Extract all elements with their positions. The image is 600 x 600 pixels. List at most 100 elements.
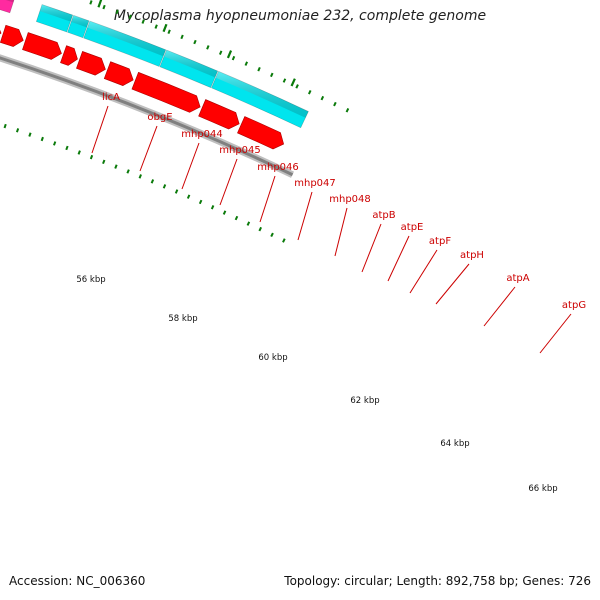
tick-mark	[162, 184, 167, 189]
kbp-label: 66 kbp	[528, 484, 557, 494]
tick-mark	[40, 136, 44, 142]
label-leader	[91, 105, 109, 154]
tick-mark	[102, 4, 106, 10]
tick-mark	[3, 123, 7, 129]
cog-bar-shine	[87, 21, 166, 57]
label-leader	[409, 249, 438, 294]
tick-mark	[282, 78, 287, 83]
gene-label-mhp048: mhp048	[329, 194, 371, 205]
tick-mark	[193, 39, 197, 45]
cds-arrow	[198, 99, 240, 130]
tick-mark	[198, 199, 203, 205]
gene-label-atpB: atpB	[372, 210, 395, 221]
tick-mark	[222, 210, 227, 215]
cog-bar	[0, 0, 15, 14]
major-tick	[162, 23, 168, 33]
tick-mark	[210, 205, 215, 210]
tick-rings	[3, 0, 350, 243]
label-leader	[181, 142, 200, 190]
gene-label-obgE: obgE	[147, 112, 172, 123]
gene-label-atpE: atpE	[401, 222, 424, 233]
accession-text: Accession: NC_006360	[9, 574, 146, 588]
cog-bar-shine	[71, 15, 89, 28]
tick-mark	[28, 132, 32, 137]
kbp-label: 62 kbp	[350, 396, 379, 406]
gene-label-atpA: atpA	[506, 273, 529, 284]
backbone-line	[0, 56, 294, 177]
label-leader	[539, 313, 572, 354]
cog-bar-shine	[39, 4, 73, 22]
tick-mark	[257, 66, 261, 72]
tick-mark	[244, 61, 249, 66]
topology-stats: Topology: circular; Length: 892,758 bp; …	[284, 574, 591, 588]
tick-mark	[320, 95, 325, 101]
cds-arrow	[0, 29, 2, 35]
cds-arrow	[237, 116, 285, 150]
label-leader	[483, 286, 516, 327]
gene-label-mhp046: mhp046	[257, 162, 299, 173]
label-leader	[219, 158, 238, 206]
gene-label-mhp045: mhp045	[219, 145, 261, 156]
tick-mark	[295, 84, 299, 89]
gene-label-atpH: atpH	[460, 250, 484, 261]
tick-mark	[89, 154, 94, 160]
map-title: Mycoplasma hyopneumoniae 232, complete g…	[113, 8, 487, 24]
cog-bar-shine	[163, 50, 218, 78]
label-leader	[139, 125, 158, 172]
tick-mark	[307, 89, 312, 95]
cds-arrow	[103, 61, 134, 86]
tick-mark	[141, 19, 145, 24]
tick-mark	[77, 150, 81, 155]
tick-mark	[246, 221, 251, 226]
cds-arrow	[0, 24, 24, 47]
tick-mark	[231, 55, 236, 61]
gene-label-atpF: atpF	[429, 236, 451, 247]
cds-arrow	[76, 51, 106, 76]
tick-mark	[186, 194, 191, 199]
major-tick	[97, 0, 103, 8]
gene-label-licA: licA	[102, 92, 120, 103]
kbp-labels: 56 kbp 58 kbp 60 kbp 62 kbp 64 kbp 66 kbp	[76, 275, 557, 494]
tick-mark	[167, 29, 171, 34]
tick-mark	[126, 169, 130, 174]
label-leader	[297, 191, 313, 241]
tick-mark	[89, 0, 93, 5]
tick-mark	[333, 101, 337, 107]
label-leader	[435, 263, 470, 305]
tick-mark	[258, 226, 262, 232]
cds-arrow	[60, 45, 78, 66]
cds-arrow	[131, 71, 201, 113]
major-tick	[226, 50, 233, 59]
cds-arrow	[22, 32, 62, 60]
cog-ring	[0, 0, 309, 129]
tick-mark	[206, 45, 210, 50]
tick-mark	[138, 174, 142, 179]
gene-labels: licAobgEmhp044mhp045mhp046mhp047mhp048at…	[102, 92, 586, 311]
label-leaders	[91, 105, 572, 354]
cds-ring	[0, 24, 285, 150]
tick-mark	[174, 189, 179, 194]
tick-mark	[115, 9, 119, 15]
backbone	[0, 54, 295, 178]
tick-mark	[218, 50, 223, 55]
tick-mark	[234, 215, 239, 221]
kbp-label: 58 kbp	[168, 314, 197, 324]
tick-mark	[15, 128, 20, 133]
kbp-label: 64 kbp	[440, 439, 469, 449]
cog-bar-shine	[215, 71, 309, 118]
label-leader	[334, 207, 348, 257]
tick-mark	[150, 179, 155, 184]
tick-mark	[345, 107, 350, 113]
major-tick	[290, 78, 296, 87]
tick-mark	[114, 164, 118, 169]
tick-mark	[128, 14, 132, 19]
tick-mark	[154, 24, 158, 29]
kbp-label: 56 kbp	[76, 275, 105, 285]
gene-label-mhp044: mhp044	[181, 129, 223, 140]
tick-mark	[282, 238, 286, 243]
tick-mark	[270, 232, 274, 238]
tick-mark	[180, 34, 184, 40]
label-leader	[387, 235, 410, 282]
tick-mark	[270, 72, 274, 78]
